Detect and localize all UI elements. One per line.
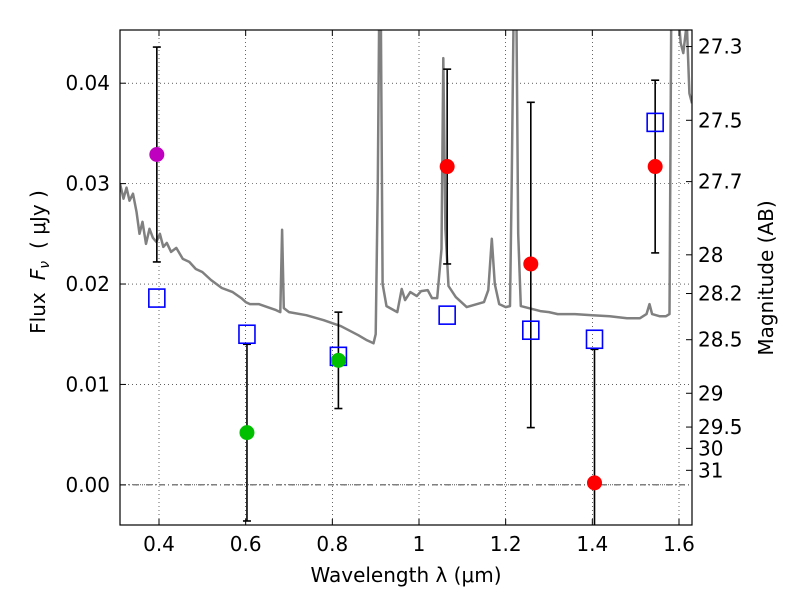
y-tick-label: 0.03 bbox=[65, 172, 110, 196]
model-flux-square bbox=[238, 324, 256, 345]
magnitude-tick-label: 28.5 bbox=[698, 328, 743, 352]
x-tick-label: 0.8 bbox=[316, 532, 348, 556]
model-flux-square bbox=[438, 305, 456, 325]
y-axis-label-symbol: F bbox=[26, 268, 50, 280]
magnitude-tick-label: 29.5 bbox=[698, 415, 743, 439]
y-tick-label: 0.01 bbox=[65, 372, 110, 396]
model-flux-square bbox=[646, 112, 664, 133]
magnitude-axis-label: Magnitude (AB) bbox=[754, 200, 778, 355]
observed-flux-point bbox=[523, 256, 539, 272]
magnitude-tick-label: 27.5 bbox=[698, 108, 743, 132]
model-spectrum-line bbox=[120, 30, 692, 345]
y-axis-label: Flux Fν ( μJy ) bbox=[26, 190, 53, 334]
x-tick-label: 0.4 bbox=[143, 532, 175, 556]
x-tick-label: 1.6 bbox=[663, 532, 695, 556]
svg-text:FluxFν( μJy ): Flux Fν ( μJy ) bbox=[26, 190, 53, 334]
magnitude-tick-label: 28.2 bbox=[698, 282, 743, 306]
y-axis-ticks: 0.00 0.01 0.02 0.03 0.04 bbox=[65, 71, 126, 497]
y-tick-label: 0.04 bbox=[65, 71, 110, 95]
x-axis-ticks: 0.4 0.6 0.8 1 1.2 1.4 1.6 bbox=[143, 30, 695, 556]
y-axis-label-unit: ( μJy ) bbox=[26, 190, 50, 249]
x-tick-label: 0.6 bbox=[230, 532, 262, 556]
magnitude-tick-label: 29 bbox=[698, 381, 723, 405]
y-axis-label-subscript: ν bbox=[37, 261, 53, 269]
model-points bbox=[148, 112, 664, 367]
y-tick-label: 0.02 bbox=[65, 272, 110, 296]
observed-flux-point bbox=[587, 475, 602, 491]
observed-flux-point bbox=[330, 352, 346, 368]
magnitude-tick-label: 28 bbox=[698, 243, 723, 267]
plot-area bbox=[120, 30, 692, 525]
x-tick-label: 1.4 bbox=[576, 532, 608, 556]
magnitude-tick-label: 30 bbox=[698, 436, 723, 460]
model-flux-square bbox=[585, 329, 604, 350]
plot-frame bbox=[119, 29, 693, 526]
observed-flux-point bbox=[647, 159, 663, 175]
model-flux-square bbox=[148, 288, 166, 308]
y-tick-label: 0.00 bbox=[65, 473, 110, 497]
observed-flux-point bbox=[439, 159, 455, 175]
observed-flux-point bbox=[239, 425, 255, 441]
observed-points bbox=[149, 147, 663, 491]
model-spectrum-layer bbox=[120, 30, 692, 345]
magnitude-tick-label: 27.3 bbox=[698, 35, 743, 59]
x-axis-label: Wavelength λ (μm) bbox=[310, 563, 501, 587]
magnitude-tick-label: 31 bbox=[698, 458, 723, 482]
observed-flux-point bbox=[149, 147, 165, 163]
magnitude-tick-label: 27.7 bbox=[698, 170, 743, 194]
x-tick-label: 1.2 bbox=[490, 532, 522, 556]
y-axis-label-text: Flux bbox=[26, 292, 50, 334]
x-tick-label: 1 bbox=[413, 532, 426, 556]
model-flux-square bbox=[521, 320, 540, 341]
